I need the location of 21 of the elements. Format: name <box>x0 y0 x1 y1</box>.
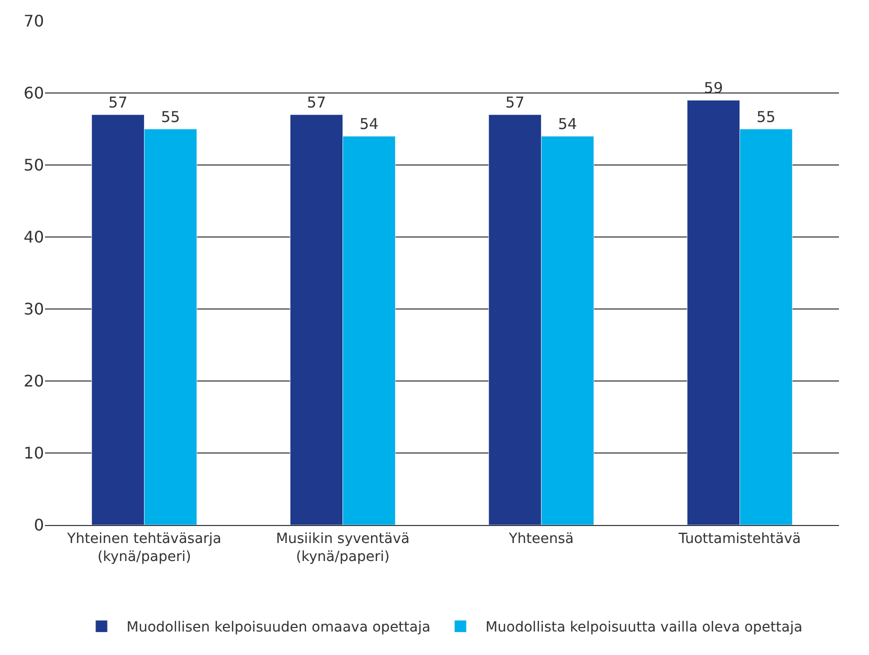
data-label: 55 <box>756 108 776 126</box>
data-label: 54 <box>360 115 379 134</box>
data-label: 54 <box>558 115 578 134</box>
y-tick-label: 10 <box>24 444 44 463</box>
legend-label: Muodollisen kelpoisuuden omaava opettaja <box>126 620 430 636</box>
legend-label: Muodollista kelpoisuutta vailla oleva opettaja <box>485 620 802 636</box>
x-tick-label: Tuottamistehtävä <box>678 530 801 547</box>
y-tick-label: 20 <box>24 372 44 391</box>
data-label: 57 <box>108 94 128 112</box>
data-label: 57 <box>306 94 326 112</box>
data-label: 57 <box>505 94 524 112</box>
y-tick-label: 70 <box>24 12 44 31</box>
y-tick-label: 0 <box>34 516 44 535</box>
y-tick-label: 60 <box>24 84 44 103</box>
data-label: 55 <box>161 108 180 126</box>
x-tick-label: Yhteensä <box>508 530 574 547</box>
y-tick-label: 40 <box>24 228 44 247</box>
y-tick-label: 50 <box>24 156 44 175</box>
x-tick-label: Musiikin syventävä (kynä/paperi) <box>276 530 410 565</box>
x-tick-label: Yhteinen tehtäväsarja (kynä/paperi) <box>66 530 222 565</box>
y-tick-label: 30 <box>24 300 44 319</box>
